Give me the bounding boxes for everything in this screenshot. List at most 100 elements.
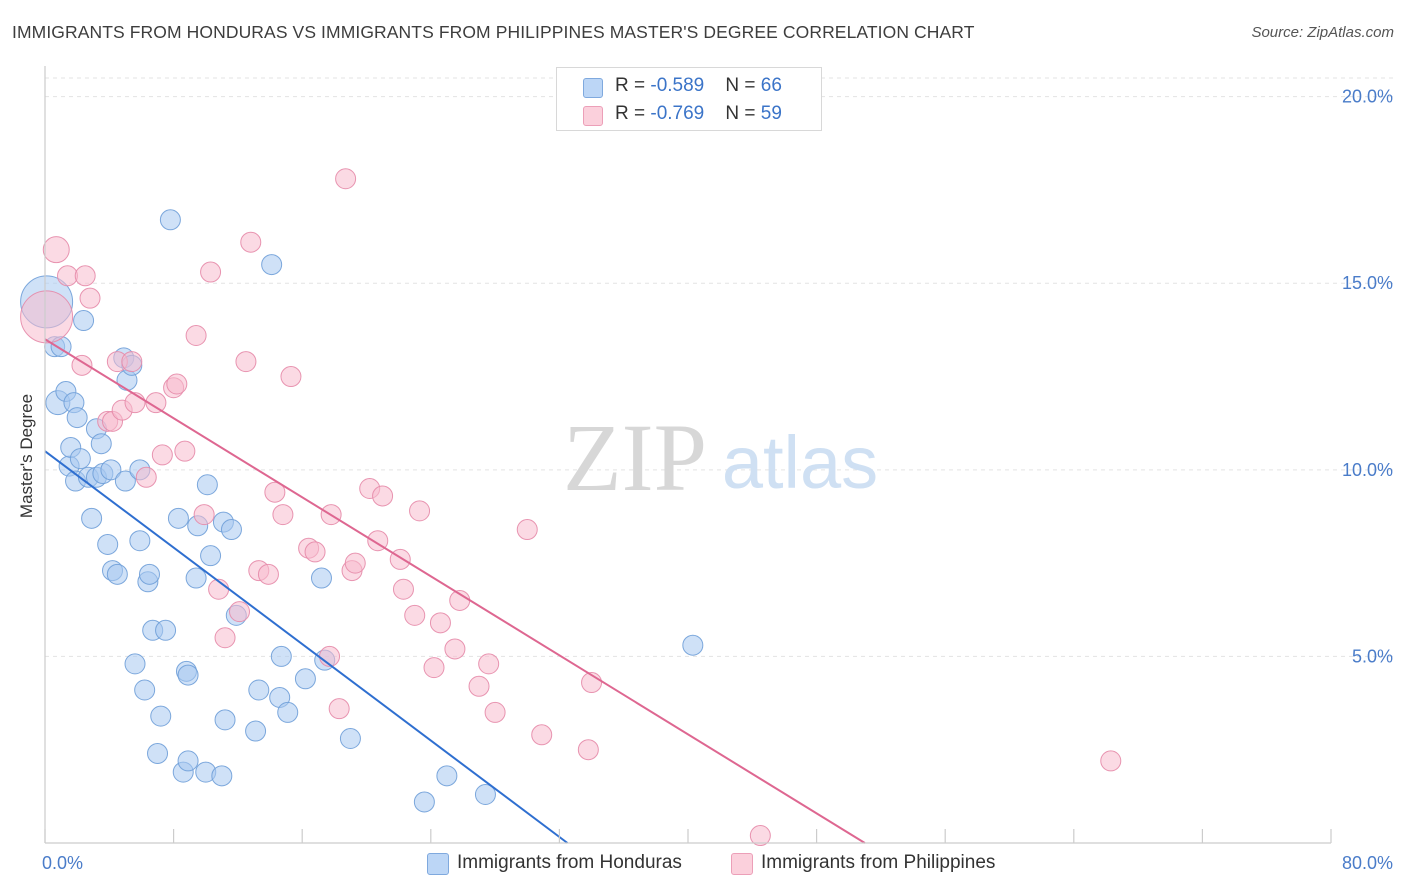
point-honduras [211, 765, 233, 787]
point-philippines [121, 351, 143, 373]
legend-r-value: -0.589 [650, 75, 705, 96]
data-points [20, 168, 1122, 847]
point-honduras [682, 634, 704, 656]
point-philippines [328, 698, 350, 720]
point-philippines [531, 724, 553, 746]
point-honduras [100, 459, 122, 481]
trend-line-philippines [44, 338, 866, 844]
point-philippines [409, 500, 431, 522]
point-philippines [478, 653, 500, 675]
legend-r-value: -0.769 [650, 103, 705, 124]
series-legend: Immigrants from Honduras Immigrants from… [0, 851, 1406, 881]
y-tick-label: 15.0% [1342, 273, 1393, 293]
point-philippines [214, 627, 236, 649]
point-philippines [372, 485, 394, 507]
trend-lines [44, 338, 866, 844]
point-philippines [484, 701, 506, 723]
point-philippines [42, 236, 70, 264]
point-philippines [79, 287, 101, 309]
point-honduras [177, 664, 199, 686]
point-philippines [57, 265, 79, 287]
point-philippines [20, 290, 74, 344]
point-honduras [474, 783, 496, 805]
point-honduras [129, 530, 151, 552]
trend-line-honduras [44, 450, 569, 844]
y-tick-label: 5.0% [1352, 646, 1393, 666]
point-honduras [106, 563, 128, 585]
point-philippines [429, 612, 451, 634]
point-honduras [214, 709, 236, 731]
point-honduras [167, 507, 189, 529]
y-tick-label: 10.0% [1342, 460, 1393, 480]
point-honduras [196, 474, 218, 496]
legend-r-label: R = [615, 103, 651, 124]
point-philippines [135, 466, 157, 488]
legend-n-label: N = [725, 103, 761, 124]
point-philippines [74, 265, 96, 287]
point-philippines [404, 604, 426, 626]
point-honduras [147, 742, 169, 764]
point-philippines [71, 354, 93, 376]
stats-legend: R = -0.589 N = 66 R = -0.769 N = 59 [556, 67, 822, 131]
point-honduras [261, 254, 283, 276]
axes [44, 66, 1332, 844]
point-honduras [310, 567, 332, 589]
point-philippines [145, 392, 167, 414]
y-axis-label: Master's Degree [17, 394, 36, 518]
watermark-zip: ZIP [563, 404, 707, 511]
point-philippines [1100, 750, 1122, 772]
point-philippines [272, 504, 294, 526]
point-philippines [468, 675, 490, 697]
point-philippines [516, 519, 538, 541]
point-honduras [245, 720, 267, 742]
point-honduras [177, 750, 199, 772]
point-honduras [294, 668, 316, 690]
point-honduras [150, 705, 172, 727]
x-tick-label: 0.0% [42, 853, 83, 873]
legend-n-value: 59 [760, 103, 782, 124]
point-philippines [344, 552, 366, 574]
point-philippines [280, 366, 302, 388]
point-philippines [335, 168, 357, 190]
point-honduras [185, 567, 207, 589]
point-honduras [69, 448, 91, 470]
legend-swatch-philippines [583, 106, 603, 126]
point-philippines [444, 638, 466, 660]
point-philippines [151, 444, 173, 466]
point-honduras [97, 533, 119, 555]
legend-r-label: R = [615, 75, 651, 96]
x-tick-label: 80.0% [1342, 853, 1393, 873]
point-honduras [200, 545, 222, 567]
y-tick-label: 20.0% [1342, 87, 1393, 107]
point-honduras [90, 433, 112, 455]
series-swatch-philippines [731, 853, 753, 875]
point-philippines [749, 825, 771, 847]
series-swatch-honduras [427, 853, 449, 875]
watermark: ZIP atlas [563, 404, 878, 511]
point-honduras [114, 470, 136, 492]
point-honduras [81, 507, 103, 529]
point-philippines [166, 373, 188, 395]
point-philippines [304, 541, 326, 563]
legend-swatch-honduras [583, 78, 603, 98]
chart-title: IMMIGRANTS FROM HONDURAS VS IMMIGRANTS F… [12, 22, 975, 42]
point-philippines [264, 481, 286, 503]
point-honduras [73, 310, 95, 332]
point-honduras [220, 519, 242, 541]
point-honduras [124, 653, 146, 675]
point-philippines [185, 324, 207, 346]
point-philippines [240, 231, 262, 253]
legend-n-value: 66 [760, 75, 782, 96]
point-honduras [277, 701, 299, 723]
point-honduras [134, 679, 156, 701]
chart-source: Source: ZipAtlas.com [1251, 24, 1394, 41]
legend-n-label: N = [725, 75, 761, 96]
point-honduras [436, 765, 458, 787]
point-honduras [155, 619, 177, 641]
point-honduras [248, 679, 270, 701]
point-philippines [200, 261, 222, 283]
point-honduras [270, 645, 292, 667]
point-honduras [138, 563, 160, 585]
series-label-honduras: Immigrants from Honduras [457, 852, 682, 873]
